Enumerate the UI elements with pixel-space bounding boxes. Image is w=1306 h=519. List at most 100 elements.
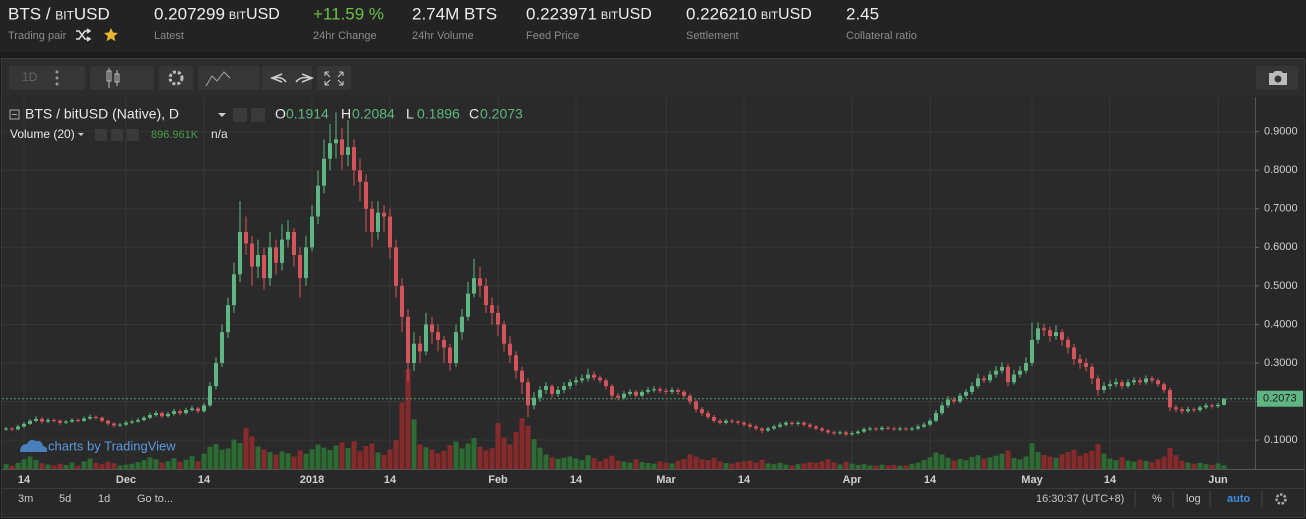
candle-body xyxy=(898,428,902,430)
toolbar-menu-icon xyxy=(55,70,59,86)
scale-option[interactable]: auto xyxy=(1227,493,1251,505)
volume-bar xyxy=(807,462,813,469)
volume-bar xyxy=(135,462,141,469)
volume-bar xyxy=(465,443,471,469)
candle-body xyxy=(586,374,590,379)
undo-redo-button[interactable] xyxy=(262,66,312,90)
footer-settings[interactable] xyxy=(1275,493,1287,505)
candle-body xyxy=(658,389,662,391)
stat-value: 2.74M BTS xyxy=(412,4,497,23)
candle-body xyxy=(1132,380,1136,383)
candle-body xyxy=(130,421,134,423)
axes: 0.10000.20000.30000.40000.50000.60000.70… xyxy=(2,126,1303,486)
candle-body xyxy=(580,378,584,381)
candle-body xyxy=(226,305,230,333)
shuffle-icon[interactable] xyxy=(76,28,92,42)
volume-bar xyxy=(663,462,669,469)
candle-body xyxy=(214,362,218,387)
legend-caret[interactable] xyxy=(218,113,226,117)
volume-bar xyxy=(249,436,255,469)
volume-caret[interactable] xyxy=(78,133,84,136)
volume-bar xyxy=(483,450,489,469)
watermark-logo xyxy=(20,440,48,452)
y-tick-label: 0.8000 xyxy=(1264,164,1298,176)
candle-body xyxy=(82,418,86,421)
volume-bar xyxy=(213,444,219,469)
range-button[interactable]: 1d xyxy=(98,493,110,505)
x-tick-label: Feb xyxy=(488,474,508,486)
scale-option[interactable]: log xyxy=(1186,493,1201,505)
candle-body xyxy=(502,324,506,344)
candle-body xyxy=(1030,339,1034,363)
candles xyxy=(4,112,1226,437)
volume-bar xyxy=(1197,462,1203,469)
legend-eye[interactable] xyxy=(233,108,247,122)
candle-body xyxy=(394,247,398,286)
volume-bar xyxy=(825,459,831,469)
candle-body xyxy=(778,424,782,427)
candle-body xyxy=(88,416,92,419)
interval-button[interactable] xyxy=(9,66,85,90)
candle-body xyxy=(724,420,728,423)
volume-bar xyxy=(945,457,951,469)
indicators-button[interactable] xyxy=(198,66,260,90)
candle-body xyxy=(922,424,926,427)
volume-bar xyxy=(783,464,789,469)
volume-bar xyxy=(879,464,885,469)
candle-body xyxy=(712,416,716,421)
volume-bar xyxy=(849,463,855,469)
volume-bar xyxy=(477,446,483,469)
collapse-icon[interactable] xyxy=(9,109,20,120)
volume-bar xyxy=(615,460,621,469)
candle-body xyxy=(160,413,164,417)
candle-body xyxy=(274,247,278,263)
volume-bar xyxy=(1125,460,1131,469)
candle-body xyxy=(58,420,62,423)
candle-body xyxy=(472,278,476,294)
volume-bar xyxy=(393,439,399,469)
volume-bar xyxy=(411,419,417,469)
fullscreen-button[interactable] xyxy=(317,66,351,90)
candle-body xyxy=(412,343,416,363)
volume-settings[interactable] xyxy=(111,129,123,141)
candle-body xyxy=(190,408,194,411)
favorite-star[interactable] xyxy=(103,28,118,42)
x-tick-label: 14 xyxy=(384,474,397,486)
clock: 16:30:37 (UTC+8) xyxy=(1036,493,1124,505)
candle-body xyxy=(100,417,104,421)
settings-button[interactable] xyxy=(159,66,193,90)
volume-bar xyxy=(189,456,195,469)
range-button[interactable]: 5d xyxy=(59,493,71,505)
ohlc-value: 0.2084 xyxy=(352,106,395,122)
legend-settings[interactable] xyxy=(251,108,265,122)
volume-close[interactable] xyxy=(127,129,139,141)
scale-option[interactable]: % xyxy=(1152,493,1162,505)
range-button[interactable]: Go to... xyxy=(137,493,173,505)
volume-bar xyxy=(837,464,843,469)
chart-style-button[interactable] xyxy=(90,66,154,90)
candle-body xyxy=(418,343,422,352)
volume-bar xyxy=(441,450,447,469)
candle-body xyxy=(178,411,182,414)
volume-eye[interactable] xyxy=(95,129,107,141)
candle-body xyxy=(646,389,650,392)
volume-bar xyxy=(1107,458,1113,469)
volume-bar xyxy=(717,461,723,469)
volume-bar xyxy=(87,458,93,469)
volume-bar xyxy=(261,449,267,469)
volume-bar xyxy=(183,459,189,469)
candle-body xyxy=(808,424,812,427)
volume-bar xyxy=(39,463,45,469)
range-button[interactable]: 3m xyxy=(18,493,33,505)
candle-body xyxy=(826,430,830,433)
volume-bar xyxy=(33,460,39,469)
indicator-icon xyxy=(205,71,231,87)
last-price-box xyxy=(1257,390,1303,407)
candle-body xyxy=(484,285,488,306)
x-tick-label: 14 xyxy=(198,474,211,486)
volume-bar xyxy=(57,463,63,469)
volume-bar xyxy=(675,460,681,469)
volume-bar xyxy=(219,449,225,469)
volume-bar xyxy=(633,459,639,469)
volume-bar xyxy=(1203,464,1209,469)
